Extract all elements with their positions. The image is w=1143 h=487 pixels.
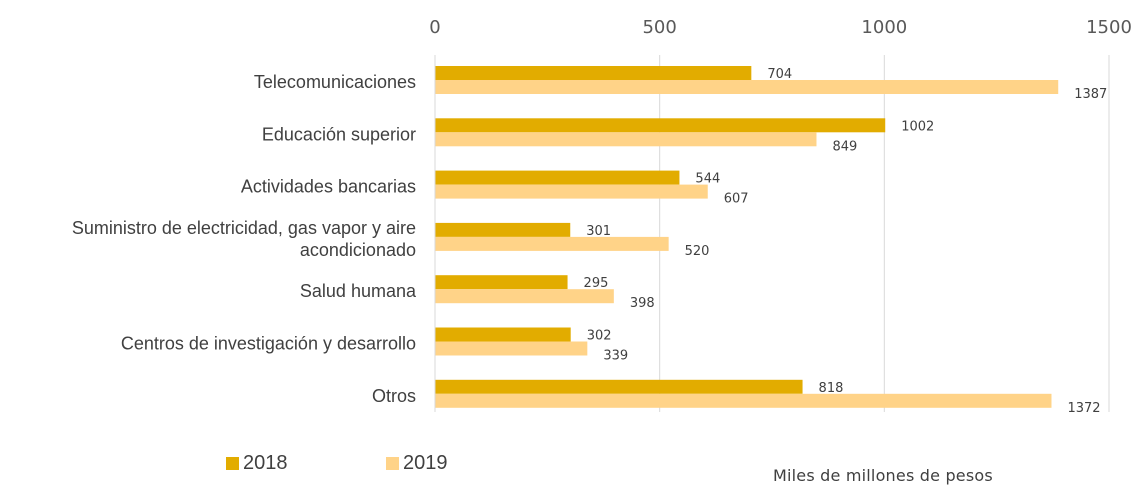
unit-note: Miles de millones de pesos (773, 466, 993, 485)
category-label: Otros (372, 386, 416, 406)
data-label: 544 (695, 172, 720, 187)
bar-2019 (435, 393, 1052, 408)
bar-2019 (435, 80, 1059, 94)
bar-2019 (435, 341, 588, 356)
legend-item-2018: 2018 (226, 452, 386, 475)
category-label: Educación superior (262, 124, 416, 144)
x-tick-label: 1000 (861, 17, 907, 38)
data-label: 849 (832, 139, 857, 154)
data-label: 818 (819, 381, 844, 396)
bar-2019 (435, 236, 669, 251)
data-label: 302 (587, 329, 612, 344)
data-label: 398 (630, 296, 655, 311)
data-label: 1372 (1067, 401, 1100, 416)
bar-2019 (435, 289, 614, 304)
category-label: Salud humana (300, 281, 417, 301)
x-tick-label: 0 (429, 17, 440, 38)
category-label: Actividades bancarias (241, 177, 416, 197)
data-label: 339 (603, 349, 628, 364)
legend-swatch-2018 (226, 457, 239, 470)
data-label: 520 (685, 244, 710, 259)
bar-2018 (435, 170, 680, 185)
x-tick-label: 1500 (1086, 17, 1132, 38)
bar-2018 (435, 275, 568, 290)
legend-swatch-2019 (386, 457, 399, 470)
category-label: Suministro de electricidad, gas vapor y … (72, 218, 416, 238)
bar-2018 (435, 118, 886, 133)
data-label: 704 (767, 67, 792, 82)
bar-2019 (435, 132, 817, 147)
legend-item-2019: 2019 (386, 452, 546, 475)
data-label: 1002 (901, 119, 934, 134)
data-label: 301 (586, 224, 611, 239)
category-label: Telecomunicaciones (254, 72, 416, 92)
bar-2018 (435, 222, 571, 237)
category-label: Centros de investigación y desarrollo (121, 334, 416, 354)
legend-label-2019: 2019 (403, 452, 448, 474)
data-label: 1387 (1074, 87, 1107, 102)
x-tick-label: 500 (642, 17, 676, 38)
bar-2019 (435, 184, 708, 199)
legend-label-2018: 2018 (243, 452, 288, 474)
bar-2018 (435, 66, 752, 80)
bar-2018 (435, 327, 571, 342)
legend: 2018 2019 (226, 452, 546, 475)
data-label: 295 (584, 276, 609, 291)
category-label: acondicionado (300, 240, 416, 260)
data-label: 607 (724, 192, 749, 207)
bar-2018 (435, 379, 803, 394)
